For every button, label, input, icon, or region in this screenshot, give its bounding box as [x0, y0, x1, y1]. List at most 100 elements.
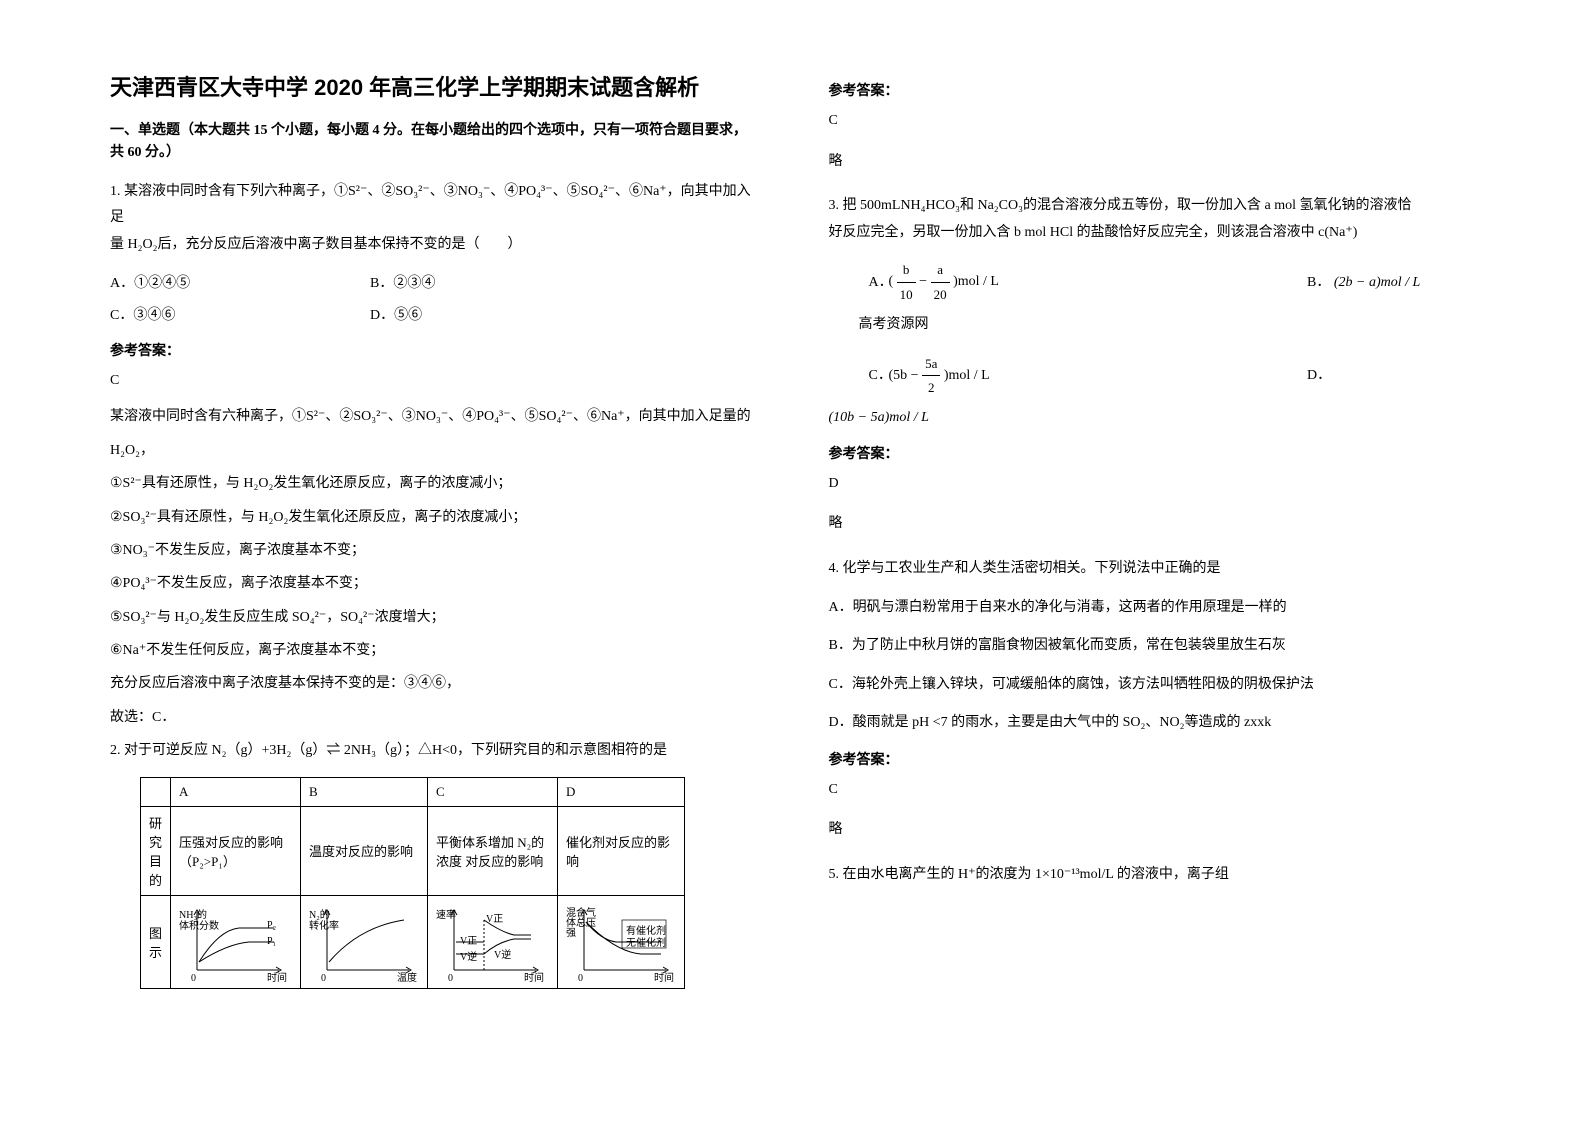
q3-stem-line1: 3. 把 500mLNH₄HCO₃和 Na₂CO₃的混合溶液分成五等份，取一份加…	[829, 193, 1478, 220]
q1-option-c: C．③④⑥	[110, 303, 370, 330]
q3-option-a-label: A．	[829, 270, 889, 295]
mini-c-xlabel: 时间	[524, 969, 544, 984]
q1-exp-1: ①S²⁻具有还原性，与 H₂O₂发生氧化还原反应，离子的浓度减小；	[110, 469, 759, 498]
q2-head-c: C	[428, 777, 558, 806]
q3-answer: D	[829, 471, 1478, 498]
mini-a-zero: 0	[191, 973, 196, 984]
q1-exp-4: ④PO₄³⁻不发生反应，离子浓度基本不变；	[110, 569, 759, 598]
q3-option-c-formula: (5b − 5a 2 )mol / L	[889, 352, 1308, 400]
q2-purpose-b: 温度对反应的影响	[301, 806, 428, 895]
mini-c-ylabel: 速率	[436, 906, 456, 921]
q1-option-a: A．①②④⑤	[110, 271, 370, 298]
frac-den: 10	[897, 283, 916, 306]
q4-option-c: C．海轮外壳上镶入锌块，可减缓船体的腐蚀，该方法叫牺牲阳极的阴极保护法	[829, 672, 1478, 699]
q2-row-purpose-head: 研究目的	[141, 806, 171, 895]
mini-b-zero: 0	[321, 973, 326, 984]
q1-option-b: B．②③④	[370, 271, 759, 298]
paren-text: (5b −	[889, 368, 923, 383]
table-row: 图示 NH₃的 体积分数 时间 P₂ P₁ 0	[141, 895, 685, 988]
frac-5a-2: 5a 2	[922, 352, 940, 400]
table-row: A B C D	[141, 777, 685, 806]
q2-head-a: A	[171, 777, 301, 806]
q3-option-b-formula: (2b − a)mol / L	[1334, 275, 1420, 290]
q3-explanation: 略	[829, 511, 1478, 538]
frac-b-10: b 10	[897, 258, 916, 306]
mini-c-vz2: V正	[486, 910, 503, 925]
q1-answer-label: 参考答案：	[110, 340, 759, 360]
q1-options-row2: C．③④⑥ D．⑤⑥	[110, 303, 759, 330]
mini-a-p2: P₂	[267, 920, 276, 931]
mini-c-vn: V逆	[460, 948, 477, 963]
q2-stem: 2. 对于可逆反应 N₂（g）+3H₂（g）⇌ 2NH₃（g）；△H<0，下列研…	[110, 738, 759, 765]
q3-option-d-label: D．	[1307, 363, 1477, 388]
q1-exp-2: ②SO₃²⁻具有还原性，与 H₂O₂发生氧化还原反应，离子的浓度减小；	[110, 503, 759, 532]
q2-answer: C	[829, 108, 1478, 135]
q5-stem: 5. 在由水电离产生的 H⁺的浓度为 1×10⁻¹³mol/L 的溶液中，离子组	[829, 862, 1478, 889]
mini-d-xlabel: 时间	[654, 969, 674, 984]
table-row: 研究目的 压强对反应的影响（P₂>P₁） 温度对反应的影响 平衡体系增加 N₂的…	[141, 806, 685, 895]
q3-stem-line2: 好反应完全，另取一份加入含 b mol HCl 的盐酸恰好反应完全，则该混合溶液…	[829, 220, 1478, 247]
q2-table: A B C D 研究目的 压强对反应的影响（P₂>P₁） 温度对反应的影响 平衡…	[140, 777, 685, 989]
q3-option-b-label: B．	[1307, 275, 1330, 290]
q1-exp-0b: H₂O₂，	[110, 436, 759, 465]
q2-head-d: D	[558, 777, 685, 806]
mini-c-zero: 0	[448, 973, 453, 984]
q2-graph-c: 速率 时间 V正 V逆 V正 V逆 0	[428, 895, 558, 988]
q2-purpose-c: 平衡体系增加 N₂的浓度 对反应的影响	[428, 806, 558, 895]
frac-den: 20	[931, 283, 950, 306]
q4-option-a: A．明矾与漂白粉常用于自来水的净化与消毒，这两者的作用原理是一样的	[829, 595, 1478, 622]
q1-exp-6: ⑥Na⁺不发生任何反应，离子浓度基本不变；	[110, 636, 759, 665]
unit-text: )mol / L	[953, 274, 999, 289]
q3-answer-label: 参考答案：	[829, 443, 1478, 463]
q1-exp-8: 故选：C．	[110, 703, 759, 732]
mini-b-ylabel2: 转化率	[309, 917, 339, 932]
left-column: 天津西青区大寺中学 2020 年高三化学上学期期末试题含解析 一、单选题（本大题…	[90, 70, 794, 1082]
q3-resource: 高考资源网	[829, 310, 1478, 339]
q2-answer-label: 参考答案：	[829, 80, 1478, 100]
q1-exp-3: ③NO₃⁻不发生反应，离子浓度基本不变；	[110, 536, 759, 565]
q2-explanation: 略	[829, 149, 1478, 176]
right-column: 参考答案： C 略 3. 把 500mLNH₄HCO₃和 Na₂CO₃的混合溶液…	[794, 70, 1498, 1082]
q3-option-c-label: C．	[829, 363, 889, 388]
mini-a-ylabel2: 体积分数	[179, 917, 219, 932]
q2-graph-a: NH₃的 体积分数 时间 P₂ P₁ 0	[171, 895, 301, 988]
mini-c-vz: V正	[460, 932, 477, 947]
mini-a-xlabel: 时间	[267, 969, 287, 984]
q3-option-b: B． (2b − a)mol / L	[1307, 270, 1477, 295]
paren-open: (	[889, 274, 894, 289]
q3-option-row-ab: A． ( b 10 − a 20 )mol / L B． (2b − a)mol…	[829, 258, 1478, 306]
q1-stem-line2: 量 H₂O₂后，充分反应后溶液中离子数目基本保持不变的是（ ）	[110, 232, 759, 259]
frac-a-20: a 20	[931, 258, 950, 306]
mini-b-xlabel: 温度	[397, 969, 417, 984]
q3-option-a-formula: ( b 10 − a 20 )mol / L	[889, 258, 1308, 306]
q1-options-row1: A．①②④⑤ B．②③④	[110, 271, 759, 298]
q1-stem-line1: 1. 某溶液中同时含有下列六种离子，①S²⁻、②SO₃²⁻、③NO₃⁻、④PO₄…	[110, 179, 759, 232]
q1-exp-0: 某溶液中同时含有六种离子，①S²⁻、②SO₃²⁻、③NO₃⁻、④PO₄³⁻、⑤S…	[110, 402, 759, 431]
frac-num: b	[897, 258, 916, 282]
q2-purpose-d: 催化剂对反应的影响	[558, 806, 685, 895]
q4-stem: 4. 化学与工农业生产和人类生活密切相关。下列说法中正确的是	[829, 556, 1478, 583]
frac-den: 2	[922, 376, 940, 399]
mini-chart-a: NH₃的 体积分数 时间 P₂ P₁ 0	[179, 902, 289, 982]
q4-answer-label: 参考答案：	[829, 749, 1478, 769]
q4-answer: C	[829, 777, 1478, 804]
q2-blank-head	[141, 777, 171, 806]
mini-chart-b: N₂的 转化率 温度 0	[309, 902, 419, 982]
frac-num: 5a	[922, 352, 940, 376]
q2-purpose-a: 压强对反应的影响（P₂>P₁）	[171, 806, 301, 895]
q4-option-d: D．酸雨就是 pH <7 的雨水，主要是由大气中的 SO₂、NO₂等造成的 zx…	[829, 710, 1478, 737]
q4-option-b: B．为了防止中秋月饼的富脂食物因被氧化而变质，常在包装袋里放生石灰	[829, 633, 1478, 660]
q1-answer: C	[110, 368, 759, 395]
mini-d-zero: 0	[578, 973, 583, 984]
mini-chart-c: 速率 时间 V正 V逆 V正 V逆 0	[436, 902, 546, 982]
q3-option-d-formula: (10b − 5a)mol / L	[829, 403, 1478, 432]
mini-c-vn2: V逆	[494, 946, 511, 961]
section-heading: 一、单选题（本大题共 15 个小题，每小题 4 分。在每小题给出的四个选项中，只…	[110, 120, 759, 165]
q1-option-d: D．⑤⑥	[370, 303, 759, 330]
page-title: 天津西青区大寺中学 2020 年高三化学上学期期末试题含解析	[110, 70, 759, 102]
mini-a-p1: P₁	[267, 936, 276, 947]
q3-stem: 3. 把 500mLNH₄HCO₃和 Na₂CO₃的混合溶液分成五等份，取一份加…	[829, 193, 1478, 246]
q2-graph-d: 混合气 体总压 强 时间 有催化剂 无催化剂 0	[558, 895, 685, 988]
mini-chart-d: 混合气 体总压 强 时间 有催化剂 无催化剂 0	[566, 902, 676, 982]
q1-exp-7: 充分反应后溶液中离子浓度基本保持不变的是：③④⑥，	[110, 669, 759, 698]
